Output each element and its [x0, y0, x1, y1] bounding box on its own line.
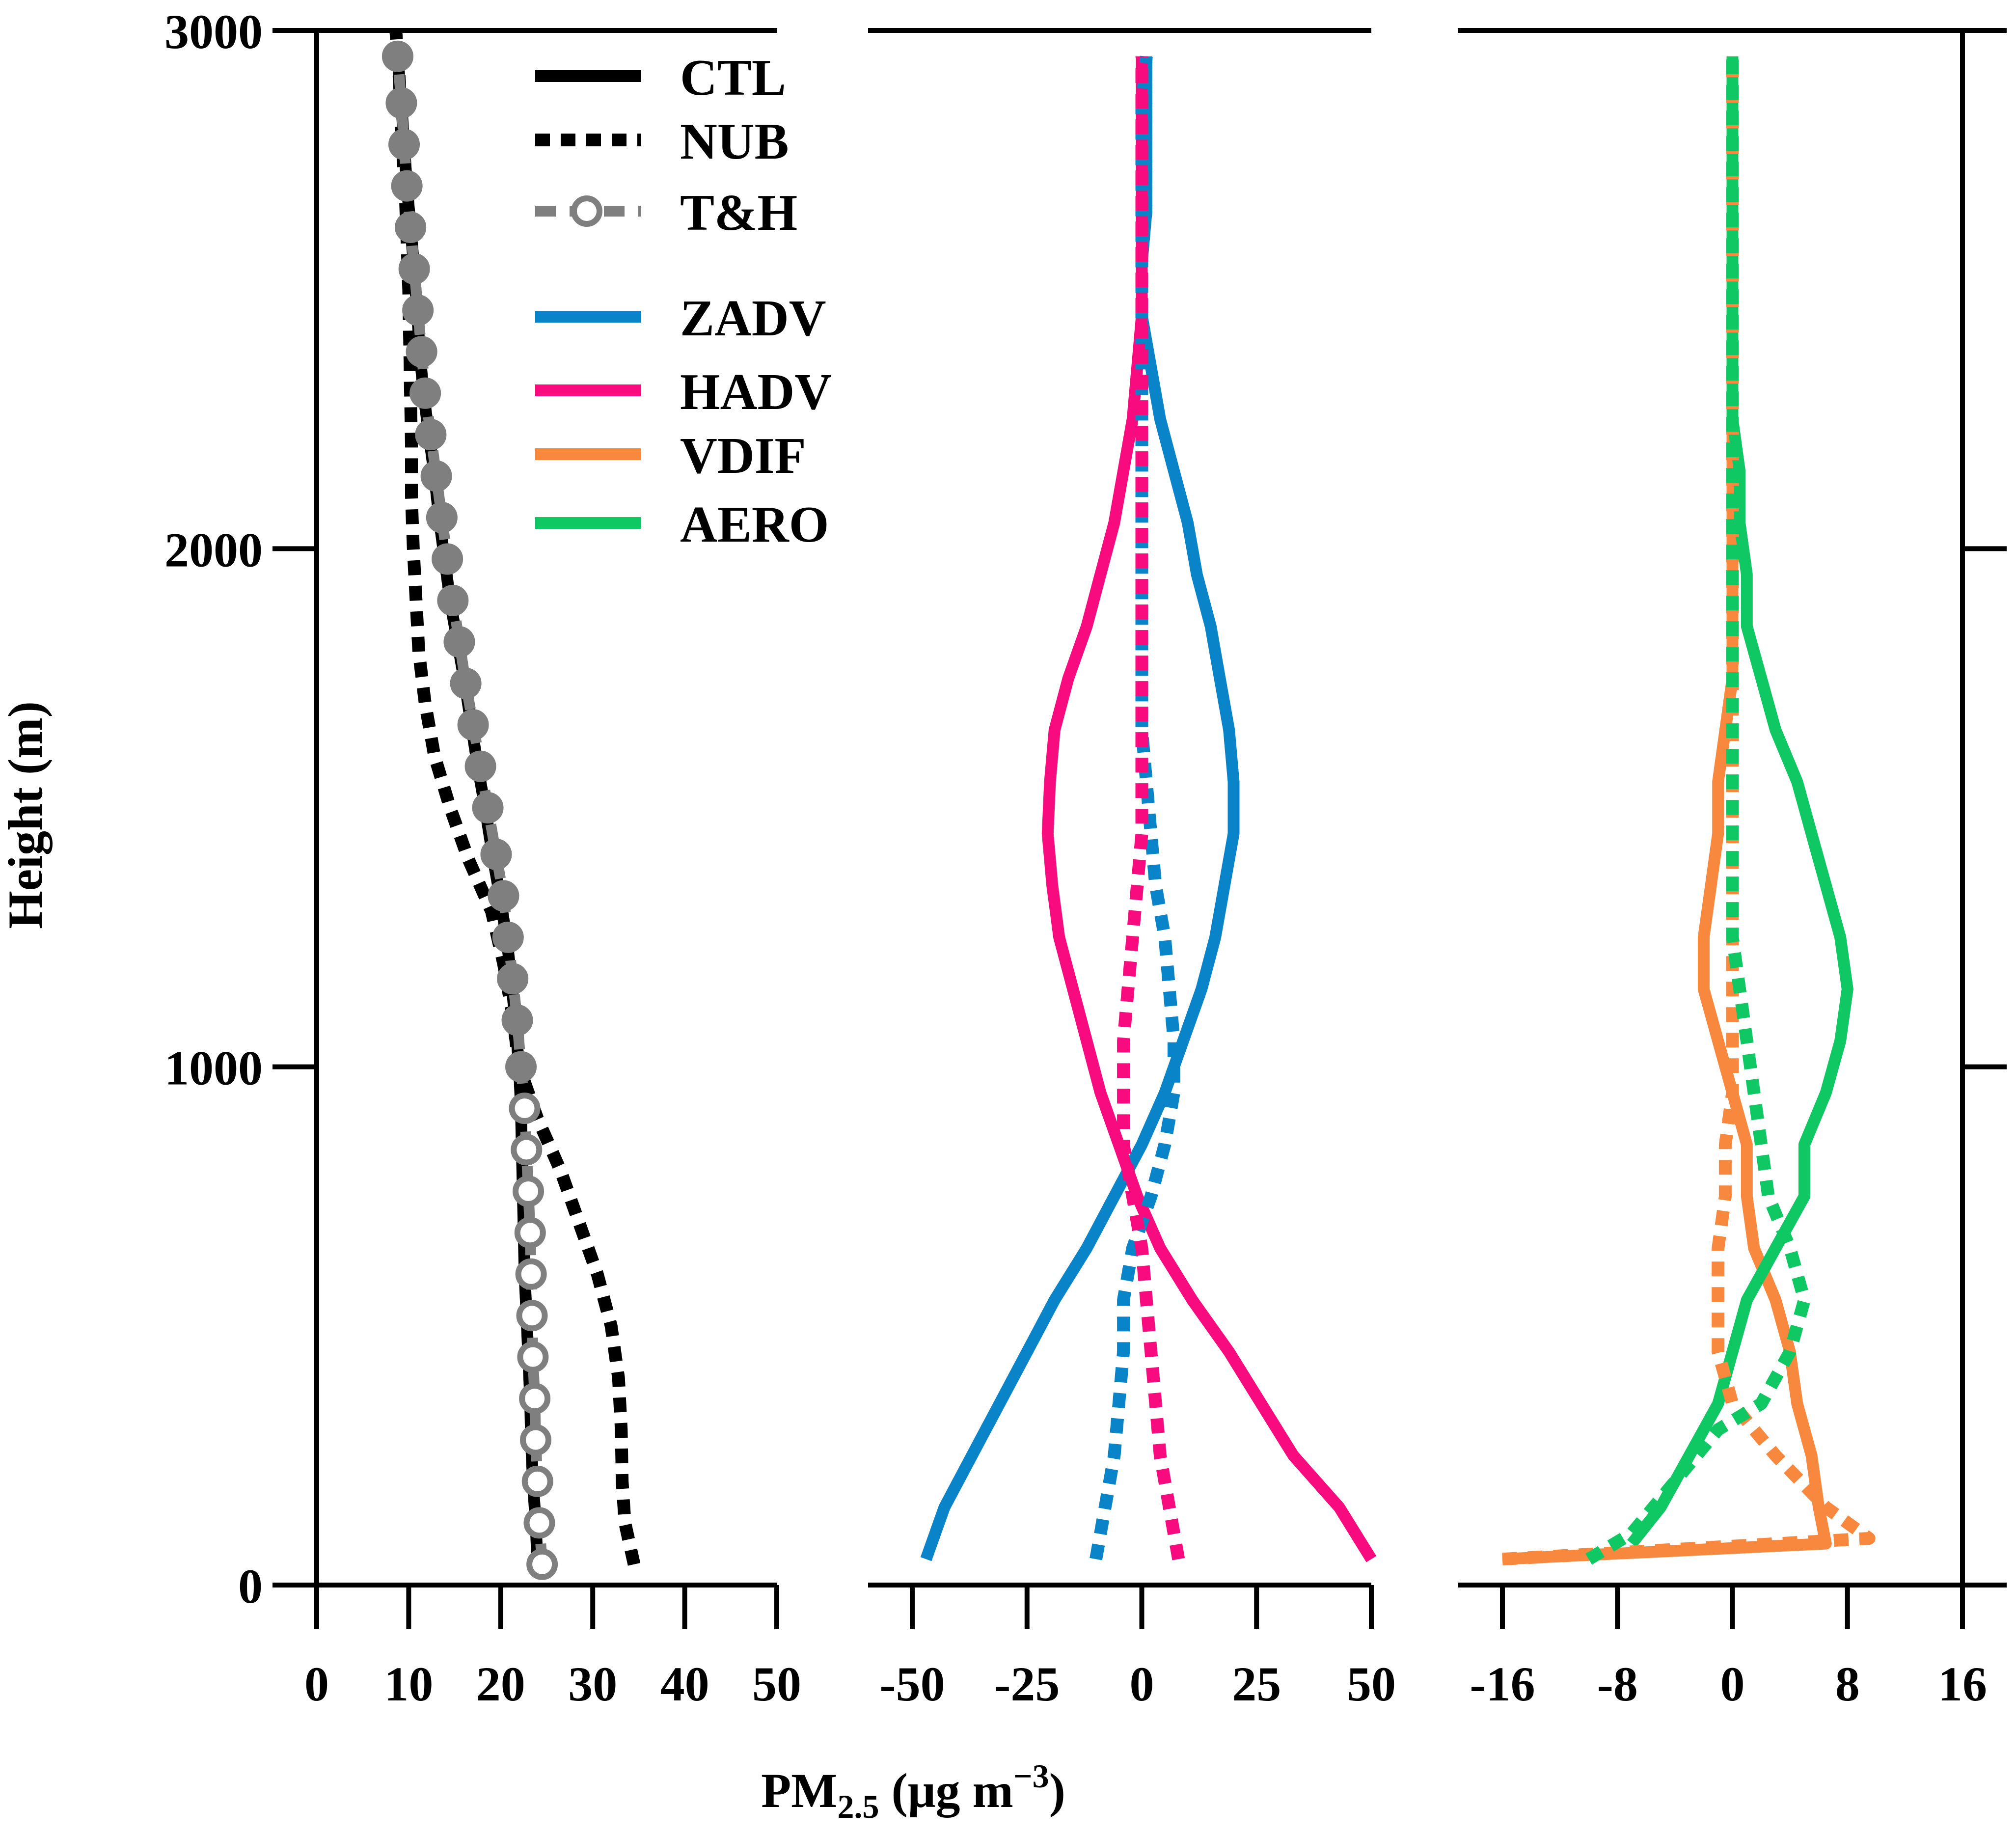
data-point-th: [519, 1383, 551, 1415]
legend-label: ZADV: [680, 289, 826, 347]
x-axis-label-subscript: 2.5: [838, 1788, 879, 1825]
panels: 0 10 20 30 40 50 0 1000 2000 3000 -50 -25 0 25 50 -16 -8…: [164, 4, 2007, 1711]
legend-label: VDIF: [680, 427, 806, 484]
x-tick-label: 8: [1835, 1657, 1860, 1711]
x-tick-label: 50: [752, 1657, 801, 1711]
data-point-th: [492, 921, 524, 953]
x-tick-label: 30: [568, 1657, 617, 1711]
data-point-th: [406, 336, 437, 368]
legend: CTL NUB T&H ZADV HADV VDIF AERO: [535, 49, 832, 553]
legend-item-ctl: CTL: [535, 49, 786, 106]
data-point-th: [402, 294, 434, 326]
data-point-th: [488, 880, 519, 912]
y-axis-label: Height (m): [0, 701, 53, 929]
data-point-th: [432, 543, 463, 575]
data-point-th: [426, 502, 458, 534]
data-point-th: [443, 626, 475, 658]
data-point-th: [511, 1134, 543, 1166]
legend-label: CTL: [680, 49, 786, 106]
data-point-th: [381, 40, 413, 72]
data-point-th: [415, 419, 447, 451]
x-tick-label: -50: [879, 1657, 945, 1711]
series-line-aero-solid: [1627, 56, 1853, 1548]
panel-concentration: 0 10 20 30 40 50 0 1000 2000 3000: [164, 4, 801, 1711]
x-tick-label: 50: [1347, 1657, 1396, 1711]
data-point-th: [509, 1093, 541, 1124]
series-line-hadv-solid: [1041, 56, 1377, 1562]
x-tick-label: 40: [660, 1657, 709, 1711]
series-line-aero-dotted: [1585, 56, 1811, 1565]
series-line-zadv-solid: [920, 56, 1240, 1561]
data-point-th: [472, 792, 504, 823]
data-point-th: [523, 1507, 555, 1539]
data-point-th: [420, 460, 452, 492]
data-point-th: [501, 1004, 533, 1036]
panel-process-contribution-1: -50 -25 0 25 50: [868, 28, 1396, 1711]
x-tick-label: -25: [994, 1657, 1060, 1711]
data-point-th: [395, 212, 427, 244]
data-point-th: [521, 1465, 553, 1497]
x-tick-label: 10: [384, 1657, 433, 1711]
legend-item-th: T&H: [535, 184, 797, 241]
data-point-th: [520, 1424, 552, 1456]
series-line-zadv-dotted: [1090, 55, 1180, 1560]
data-point-th: [398, 253, 430, 285]
legend-item-aero: AERO: [535, 495, 829, 553]
x-axis-label-exponent: −3: [1013, 1757, 1049, 1795]
legend-item-hadv: HADV: [535, 363, 832, 420]
x-tick-label: 25: [1232, 1657, 1281, 1711]
series-line-hadv-dotted: [1117, 56, 1185, 1560]
series-line-nub-dotted: [389, 30, 641, 1566]
data-point-th: [457, 709, 489, 741]
y-tick-label: 3000: [164, 4, 263, 59]
data-point-th: [450, 667, 482, 699]
panel-process-contribution-2: -16 -8 0 8 16: [1458, 28, 2007, 1711]
data-point-th: [526, 1548, 558, 1580]
data-point-th: [516, 1300, 548, 1332]
legend-item-zadv: ZADV: [535, 289, 826, 347]
y-tick-label: 1000: [164, 1041, 263, 1095]
x-axis-label: PM2.5 (μg m−3): [761, 1757, 1065, 1825]
legend-label: T&H: [680, 184, 797, 241]
x-tick-label: 20: [476, 1657, 525, 1711]
x-tick-label: 0: [1720, 1657, 1745, 1711]
data-point-th: [517, 1341, 549, 1373]
legend-item-vdif: VDIF: [535, 427, 806, 484]
series-line-vdif-dotted: [1502, 56, 1876, 1566]
data-point-th: [515, 1258, 547, 1290]
data-point-th: [388, 129, 420, 161]
legend-label: AERO: [680, 495, 829, 553]
data-point-th: [514, 1217, 546, 1249]
data-point-th: [497, 963, 529, 995]
data-point-th: [437, 584, 469, 616]
data-point-th: [513, 1175, 545, 1207]
x-tick-label: -8: [1597, 1657, 1638, 1711]
y-tick-label: 2000: [164, 522, 263, 577]
x-tick-label: 16: [1938, 1657, 1987, 1711]
x-tick-label: 0: [304, 1657, 329, 1711]
y-tick-label: 0: [238, 1559, 263, 1614]
series-line-vdif-solid: [1502, 56, 1832, 1565]
legend-marker: [571, 195, 602, 227]
legend-item-nub: NUB: [535, 112, 789, 170]
data-point-th: [505, 1051, 537, 1083]
data-point-th: [480, 838, 512, 870]
data-point-th: [409, 377, 441, 409]
data-point-th: [391, 170, 423, 202]
legend-label: NUB: [680, 112, 789, 170]
data-point-th: [385, 87, 417, 119]
legend-label: HADV: [680, 363, 832, 420]
x-tick-label: -16: [1470, 1657, 1535, 1711]
x-tick-label: 0: [1130, 1657, 1154, 1711]
data-point-th: [464, 750, 496, 782]
